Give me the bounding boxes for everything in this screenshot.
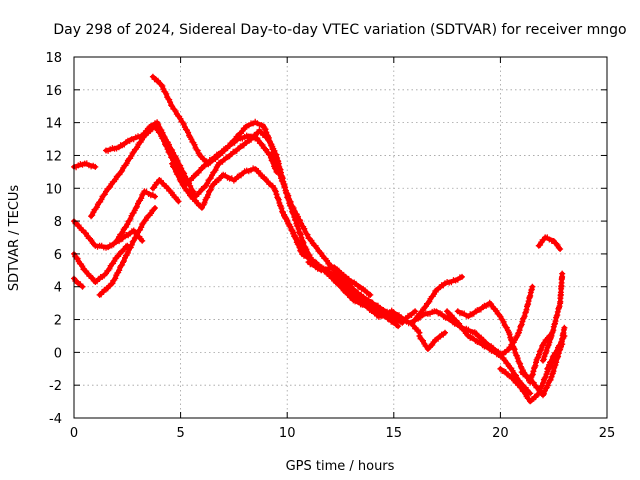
series-track-6 xyxy=(113,188,158,244)
x-tick-label: 20 xyxy=(492,426,509,441)
series-markers xyxy=(103,119,402,330)
series-markers xyxy=(113,188,158,244)
series-track-23 xyxy=(544,341,566,372)
series-track-15 xyxy=(412,273,465,323)
y-tick-label: 10 xyxy=(45,182,62,197)
axis-ticks: 0 5 10 15 20 25 -4 -2 0 2 4 6 8 10 12 14 16 18 xyxy=(45,51,615,441)
series-track-10 xyxy=(149,177,182,205)
x-tick-label: 0 xyxy=(70,426,78,441)
y-tick-label: -4 xyxy=(49,412,62,427)
chart-title: Day 298 of 2024, Sidereal Day-to-day VTE… xyxy=(53,22,626,38)
series-line xyxy=(150,74,422,335)
y-tick-label: -2 xyxy=(49,379,62,394)
series-layer xyxy=(71,73,568,405)
series-markers xyxy=(535,234,564,252)
series-track-1 xyxy=(71,160,99,171)
y-tick-label: 4 xyxy=(54,281,62,296)
series-markers xyxy=(412,273,465,323)
y-tick-label: 6 xyxy=(54,248,62,263)
series-markers xyxy=(305,259,374,298)
series-track-21 xyxy=(540,270,566,364)
y-tick-label: 2 xyxy=(54,314,62,329)
series-track-3 xyxy=(71,218,146,251)
series-markers xyxy=(149,73,423,336)
series-markers xyxy=(71,218,146,251)
series-markers xyxy=(149,177,182,205)
series-track-13 xyxy=(305,259,374,298)
series-track-9 xyxy=(149,73,423,336)
y-tick-label: 0 xyxy=(54,346,62,361)
series-track-2 xyxy=(71,275,86,290)
series-markers xyxy=(96,205,158,298)
series-track-8 xyxy=(103,119,402,330)
x-tick-label: 5 xyxy=(176,426,184,441)
y-tick-label: 16 xyxy=(45,84,62,99)
y-tick-label: 18 xyxy=(45,51,62,66)
series-markers xyxy=(279,209,419,324)
series-markers xyxy=(544,341,566,372)
x-axis-label: GPS time / hours xyxy=(286,459,395,474)
series-markers xyxy=(540,270,566,364)
series-track-5 xyxy=(96,205,158,298)
x-tick-label: 10 xyxy=(279,426,296,441)
series-track-12 xyxy=(279,209,419,324)
grid xyxy=(74,57,607,418)
series-markers xyxy=(416,329,448,352)
x-tick-label: 25 xyxy=(599,426,616,441)
x-tick-label: 15 xyxy=(386,426,403,441)
series-track-22 xyxy=(535,234,564,252)
y-tick-label: 12 xyxy=(45,149,62,164)
series-markers xyxy=(444,283,536,359)
series-track-17 xyxy=(444,283,536,359)
plot-frame xyxy=(73,56,608,419)
y-tick-label: 8 xyxy=(54,215,62,230)
y-axis-label: SDTVAR / TECUs xyxy=(7,185,22,292)
y-tick-label: 14 xyxy=(45,117,62,132)
series-track-16 xyxy=(416,329,448,352)
